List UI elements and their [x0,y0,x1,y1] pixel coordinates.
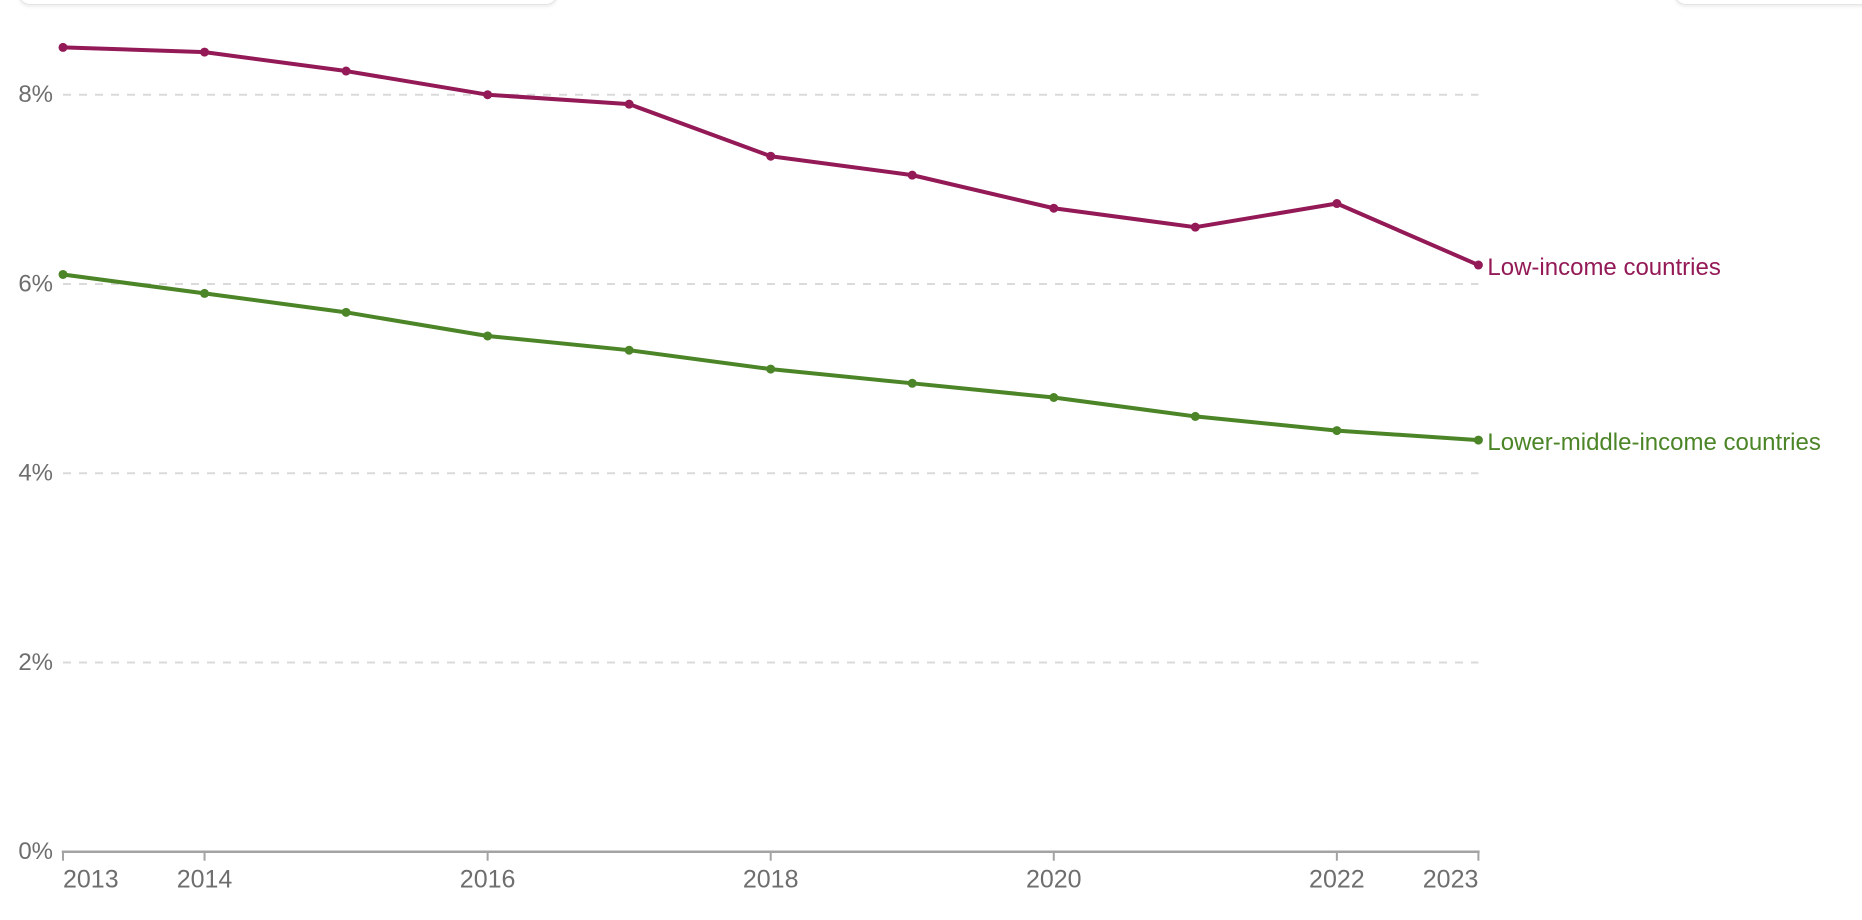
series-line-1 [61,272,1481,443]
data-point [483,90,493,100]
data-point [1190,411,1200,421]
data-point [624,99,634,109]
x-axis-tick-label: 2013 [63,866,119,894]
y-axis-tick-label: 8% [18,81,53,108]
data-point [1332,199,1342,209]
y-axis-tick-label: 0% [18,838,53,865]
data-point [1049,393,1059,402]
data-point [907,170,917,180]
x-axis-tick-label: 2018 [743,866,799,894]
x-axis-tick-label: 2014 [177,866,233,894]
y-axis-tick-label: 6% [18,270,53,297]
data-point [58,42,68,52]
x-axis-tick-label: 2023 [1423,866,1479,894]
x-axis-tick-label: 2016 [460,866,516,894]
data-point [200,288,210,298]
data-point [1332,426,1342,436]
data-point [58,269,68,279]
data-point [766,151,776,161]
data-point [1473,260,1483,270]
data-point [200,47,210,57]
data-point [1190,222,1200,232]
data-point [1473,435,1483,445]
data-point [766,364,776,374]
x-axis-tick-label: 2020 [1026,866,1082,894]
data-point [1049,203,1059,213]
data-point [483,331,493,341]
data-point [341,307,351,317]
x-axis-tick-label: 2022 [1309,866,1365,894]
series-label-low-income-countries[interactable]: Low-income countries [1487,254,1721,282]
data-point [907,378,917,388]
y-axis-tick-label: 2% [18,649,53,676]
y-axis-tick-label: 4% [18,460,53,487]
data-point [341,66,351,76]
series-label-lower-middle-income-countries[interactable]: Lower-middle-income countries [1487,429,1821,457]
data-point [624,345,634,355]
